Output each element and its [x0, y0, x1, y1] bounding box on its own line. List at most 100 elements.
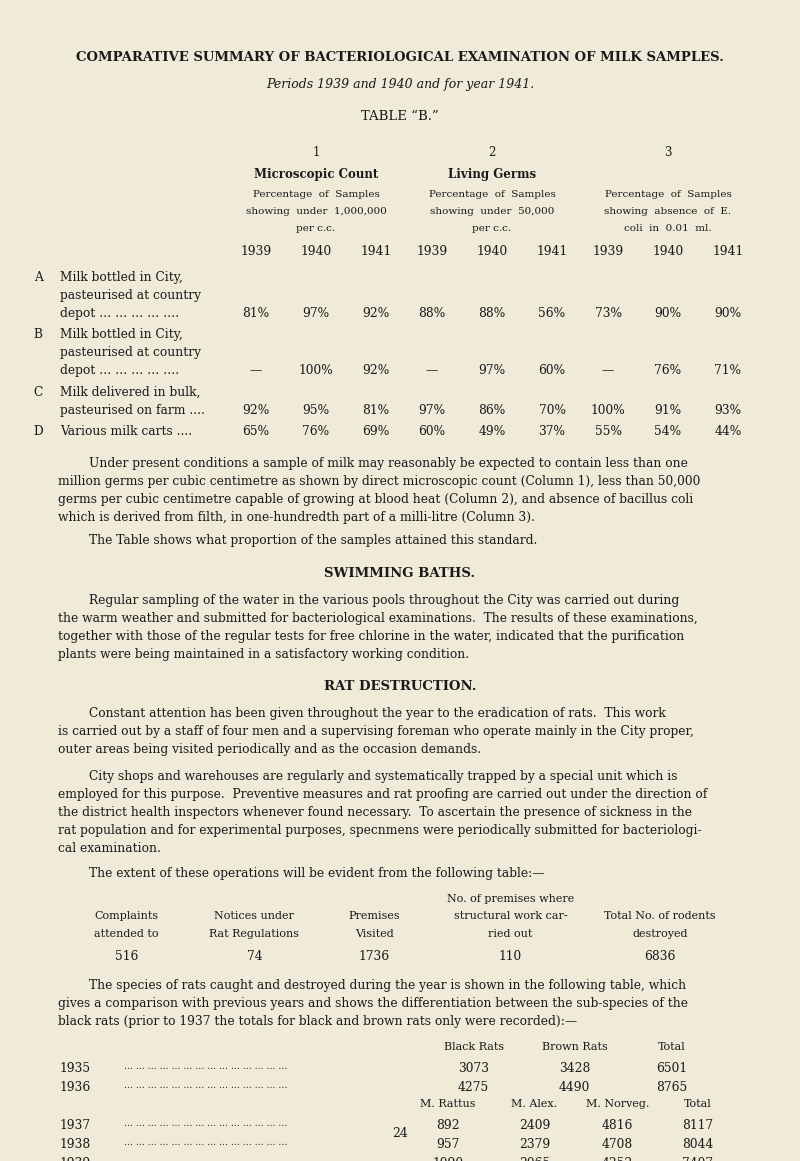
Text: coli  in  0.01  ml.: coli in 0.01 ml. — [624, 224, 712, 233]
Text: pasteurised at country: pasteurised at country — [60, 289, 201, 302]
Text: COMPARATIVE SUMMARY OF BACTERIOLOGICAL EXAMINATION OF MILK SAMPLES.: COMPARATIVE SUMMARY OF BACTERIOLOGICAL E… — [76, 51, 724, 64]
Text: the district health inspectors whenever found necessary.  To ascertain the prese: the district health inspectors whenever … — [58, 806, 691, 820]
Text: … … … … … … … … … … … … … …: … … … … … … … … … … … … … … — [124, 1158, 287, 1161]
Text: Total: Total — [658, 1041, 686, 1052]
Text: 1941: 1941 — [712, 245, 744, 259]
Text: 81%: 81% — [242, 307, 270, 319]
Text: per c.c.: per c.c. — [473, 224, 511, 233]
Text: 1935: 1935 — [60, 1061, 91, 1075]
Text: showing  under  50,000: showing under 50,000 — [430, 207, 554, 216]
Text: 2409: 2409 — [518, 1119, 550, 1132]
Text: 1936: 1936 — [60, 1081, 91, 1094]
Text: 1736: 1736 — [359, 950, 390, 964]
Text: Constant attention has been given throughout the year to the eradication of rats: Constant attention has been given throug… — [58, 707, 666, 720]
Text: … … … … … … … … … … … … … …: … … … … … … … … … … … … … … — [124, 1138, 287, 1147]
Text: 3: 3 — [664, 146, 672, 159]
Text: Percentage  of  Samples: Percentage of Samples — [429, 189, 555, 199]
Text: structural work car-: structural work car- — [454, 911, 567, 922]
Text: 88%: 88% — [478, 307, 506, 319]
Text: together with those of the regular tests for free chlorine in the water, indicat: together with those of the regular tests… — [58, 629, 684, 643]
Text: 69%: 69% — [362, 425, 390, 439]
Text: Milk bottled in City,: Milk bottled in City, — [60, 329, 183, 341]
Text: Periods 1939 and 1940 and for year 1941.: Periods 1939 and 1940 and for year 1941. — [266, 78, 534, 91]
Text: 1939: 1939 — [240, 245, 272, 259]
Text: showing  absence  of  E.: showing absence of E. — [605, 207, 731, 216]
Text: 92%: 92% — [362, 365, 390, 377]
Text: No. of premises where: No. of premises where — [446, 894, 574, 904]
Text: SWIMMING BATHS.: SWIMMING BATHS. — [325, 567, 475, 579]
Text: RAT DESTRUCTION.: RAT DESTRUCTION. — [324, 680, 476, 693]
Text: 4708: 4708 — [602, 1138, 634, 1152]
Text: 1: 1 — [312, 146, 320, 159]
Text: 6836: 6836 — [644, 950, 676, 964]
Text: —: — — [426, 365, 438, 377]
Text: The extent of these operations will be evident from the following table:—: The extent of these operations will be e… — [58, 867, 544, 880]
Text: TABLE “B.”: TABLE “B.” — [361, 110, 439, 123]
Text: 1941: 1941 — [360, 245, 392, 259]
Text: 1940: 1940 — [652, 245, 684, 259]
Text: 97%: 97% — [302, 307, 330, 319]
Text: Milk bottled in City,: Milk bottled in City, — [60, 271, 183, 283]
Text: 2: 2 — [488, 146, 496, 159]
Text: The species of rats caught and destroyed during the year is shown in the followi: The species of rats caught and destroyed… — [58, 979, 686, 991]
Text: 7407: 7407 — [682, 1158, 713, 1161]
Text: 74: 74 — [246, 950, 262, 964]
Text: 55%: 55% — [594, 425, 622, 439]
Text: ried out: ried out — [488, 929, 533, 938]
Text: depot … … … … ….: depot … … … … …. — [60, 307, 179, 319]
Text: gives a comparison with previous years and shows the differentiation between the: gives a comparison with previous years a… — [58, 997, 688, 1010]
Text: 100%: 100% — [298, 365, 334, 377]
Text: 90%: 90% — [654, 307, 682, 319]
Text: Microscopic Count: Microscopic Count — [254, 168, 378, 181]
Text: 37%: 37% — [538, 425, 566, 439]
Text: 3073: 3073 — [458, 1061, 489, 1075]
Text: 892: 892 — [436, 1119, 460, 1132]
Text: Complaints: Complaints — [94, 911, 158, 922]
Text: the warm weather and submitted for bacteriological examinations.  The results of: the warm weather and submitted for bacte… — [58, 612, 698, 625]
Text: —: — — [250, 365, 262, 377]
Text: 4252: 4252 — [602, 1158, 634, 1161]
Text: City shops and warehouses are regularly and systematically trapped by a special : City shops and warehouses are regularly … — [58, 770, 677, 784]
Text: M. Rattus: M. Rattus — [420, 1099, 476, 1110]
Text: Premises: Premises — [349, 911, 400, 922]
Text: 91%: 91% — [654, 404, 682, 417]
Text: Regular sampling of the water in the various pools throughout the City was carri: Regular sampling of the water in the var… — [58, 593, 679, 607]
Text: Brown Rats: Brown Rats — [542, 1041, 607, 1052]
Text: 8765: 8765 — [656, 1081, 688, 1094]
Text: 60%: 60% — [538, 365, 566, 377]
Text: depot … … … … ….: depot … … … … …. — [60, 365, 179, 377]
Text: which is derived from filth, in one-hundredth part of a milli-litre (Column 3).: which is derived from filth, in one-hund… — [58, 511, 534, 524]
Text: Total No. of rodents: Total No. of rodents — [604, 911, 716, 922]
Text: Visited: Visited — [355, 929, 394, 938]
Text: 73%: 73% — [594, 307, 622, 319]
Text: attended to: attended to — [94, 929, 158, 938]
Text: 1937: 1937 — [60, 1119, 91, 1132]
Text: million germs per cubic centimetre as shown by direct microscopic count (Column : million germs per cubic centimetre as sh… — [58, 475, 700, 488]
Text: 1939: 1939 — [416, 245, 448, 259]
Text: 4275: 4275 — [458, 1081, 490, 1094]
Text: C: C — [34, 385, 43, 398]
Text: 4816: 4816 — [602, 1119, 634, 1132]
Text: The Table shows what proportion of the samples attained this standard.: The Table shows what proportion of the s… — [58, 534, 537, 547]
Text: —: — — [602, 365, 614, 377]
Text: … … … … … … … … … … … … … …: … … … … … … … … … … … … … … — [124, 1061, 287, 1070]
Text: cal examination.: cal examination. — [58, 842, 161, 856]
Text: 6501: 6501 — [657, 1061, 687, 1075]
Text: 516: 516 — [114, 950, 138, 964]
Text: A: A — [34, 271, 42, 283]
Text: Milk delivered in bulk,: Milk delivered in bulk, — [60, 385, 200, 398]
Text: D: D — [34, 425, 43, 439]
Text: outer areas being visited periodically and as the occasion demands.: outer areas being visited periodically a… — [58, 743, 481, 756]
Text: 86%: 86% — [478, 404, 506, 417]
Text: is carried out by a staff of four men and a supervising foreman who operate main: is carried out by a staff of four men an… — [58, 726, 694, 738]
Text: … … … … … … … … … … … … … …: … … … … … … … … … … … … … … — [124, 1081, 287, 1089]
Text: Rat Regulations: Rat Regulations — [210, 929, 299, 938]
Text: 1940: 1940 — [300, 245, 332, 259]
Text: 81%: 81% — [362, 404, 390, 417]
Text: plants were being maintained in a satisfactory working condition.: plants were being maintained in a satisf… — [58, 648, 469, 661]
Text: 2065: 2065 — [518, 1158, 550, 1161]
Text: pasteurised at country: pasteurised at country — [60, 346, 201, 359]
Text: 76%: 76% — [302, 425, 330, 439]
Text: Notices under: Notices under — [214, 911, 294, 922]
Text: 1939: 1939 — [592, 245, 624, 259]
